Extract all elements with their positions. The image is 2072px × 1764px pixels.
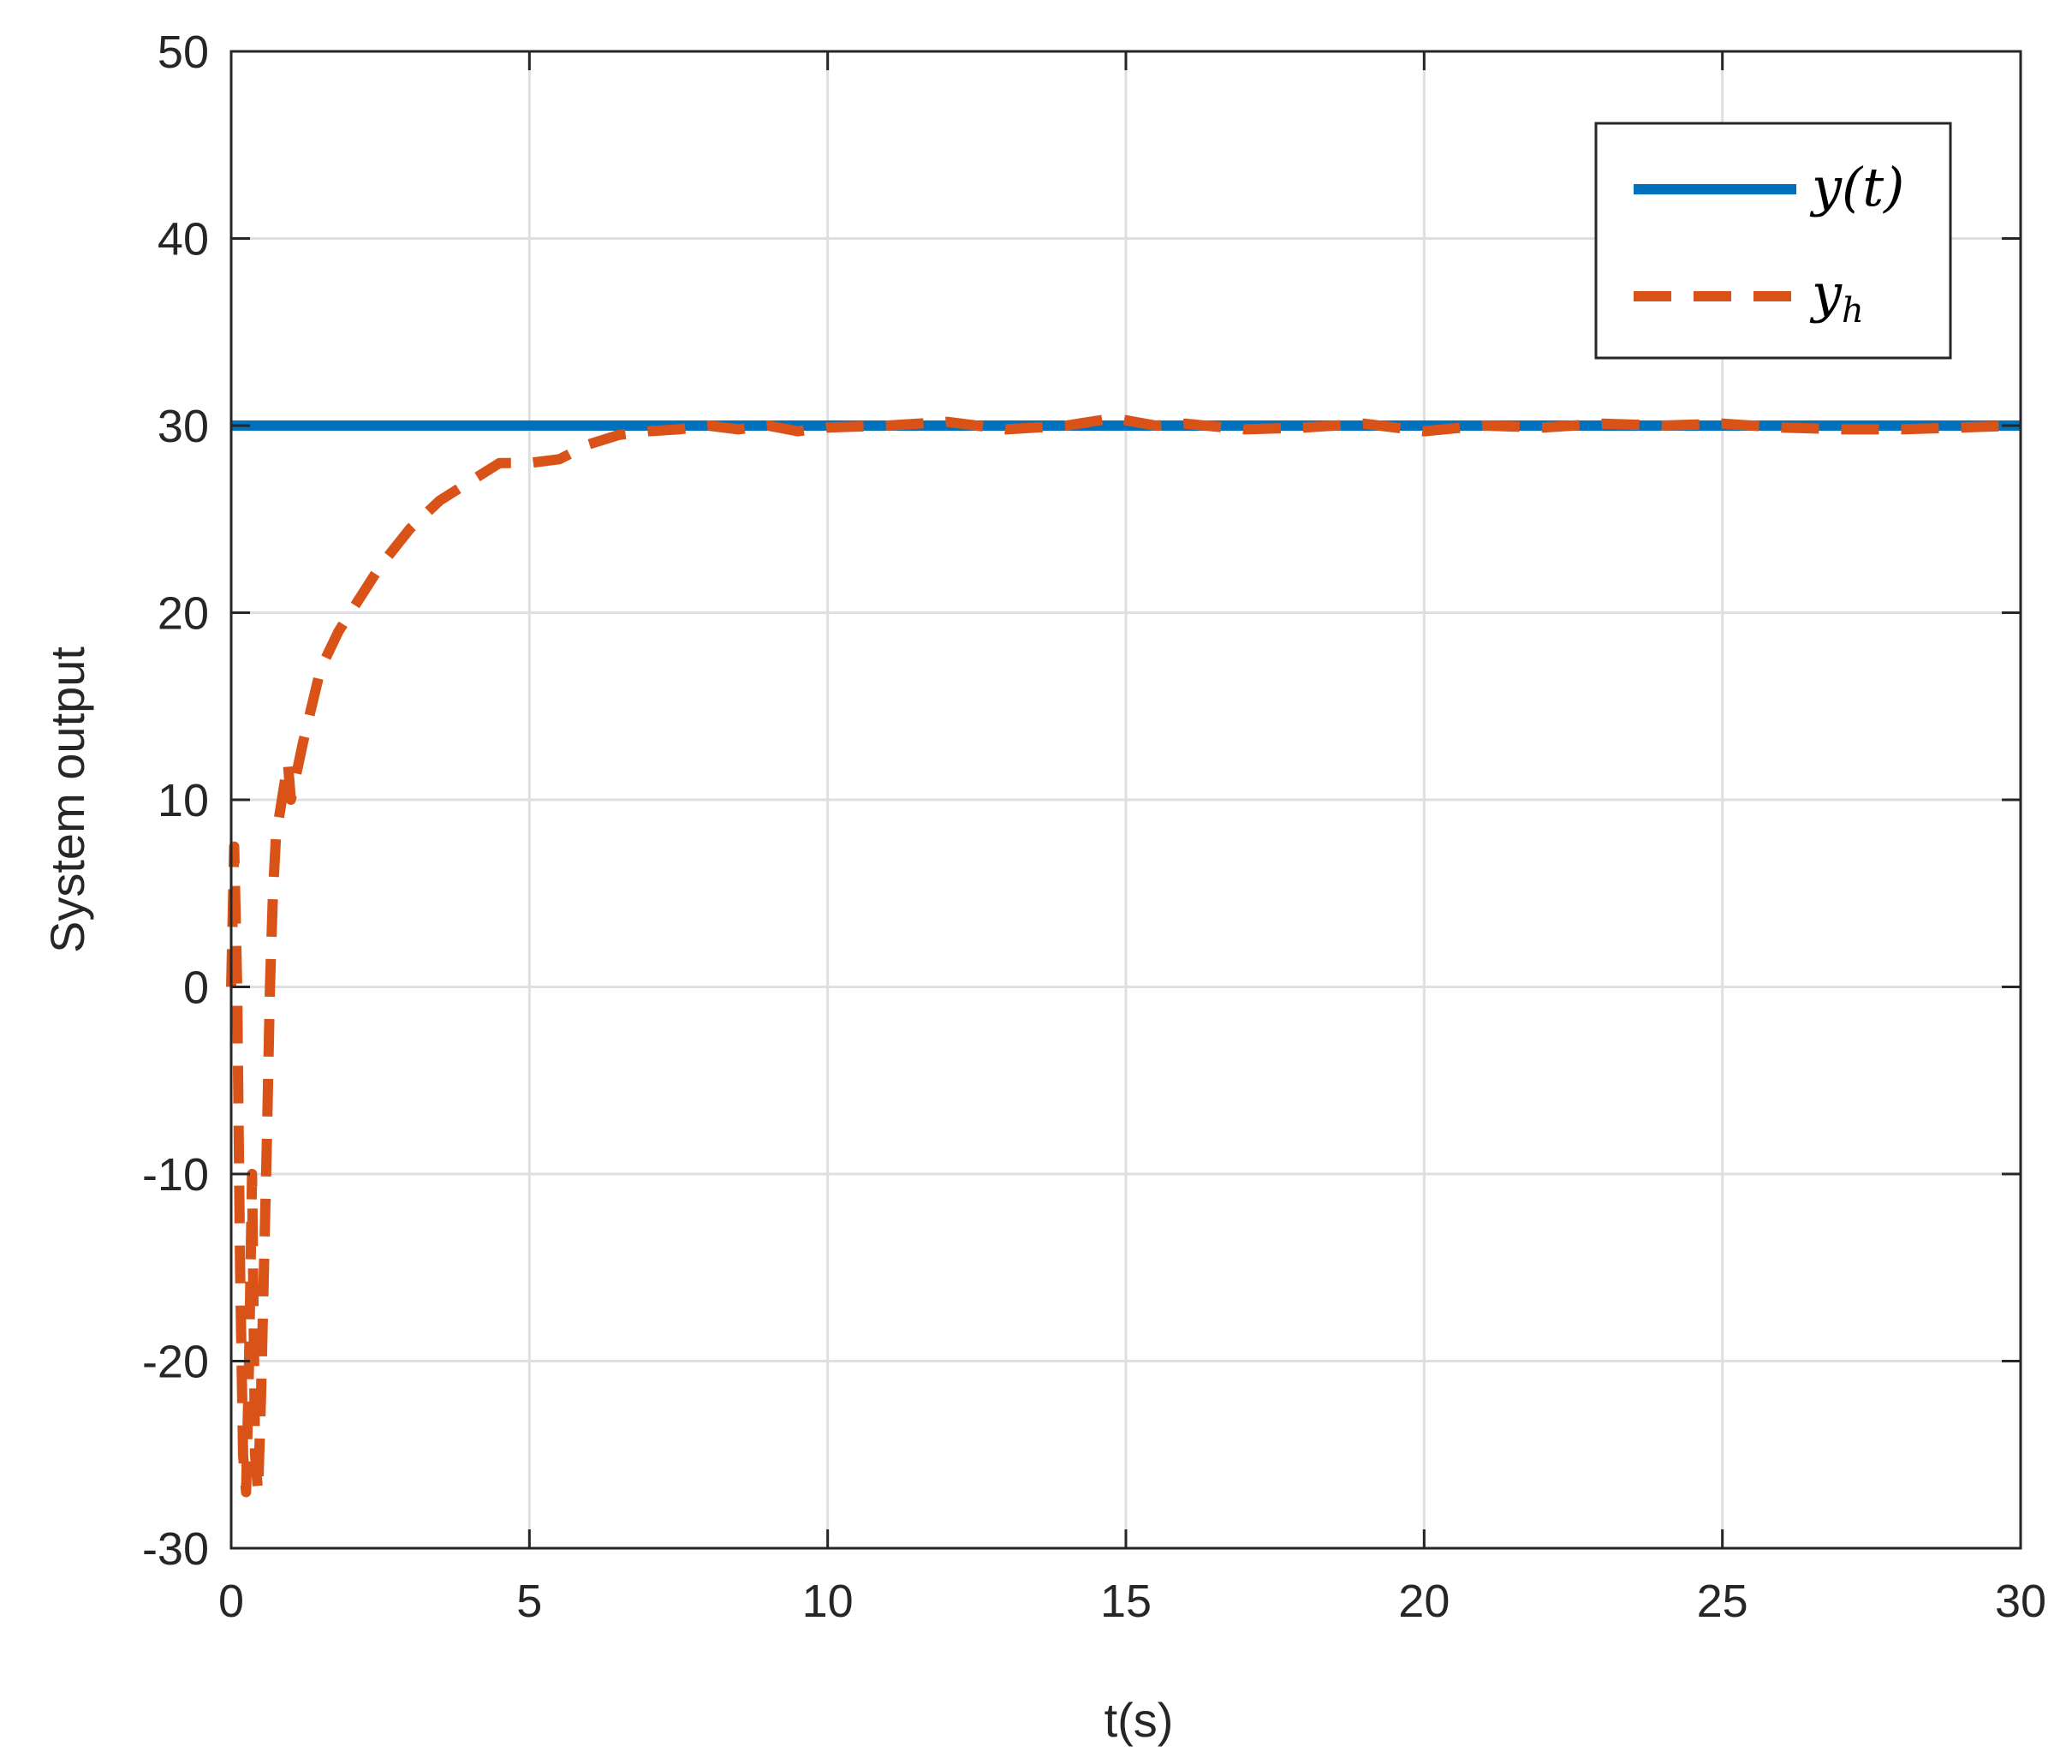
series-layer bbox=[226, 413, 2021, 1498]
y-tick-label-7: 40 bbox=[158, 214, 209, 265]
legend-box bbox=[1594, 122, 1952, 360]
y-tick-label-1: -20 bbox=[142, 1337, 209, 1388]
legend: y(t) yh bbox=[1594, 122, 1952, 360]
x-tick-label-5: 25 bbox=[1697, 1576, 1748, 1627]
x-tick-label-6: 30 bbox=[1995, 1576, 2046, 1627]
y-tick-label-2: -10 bbox=[142, 1149, 209, 1201]
x-tick-label-0: 0 bbox=[218, 1576, 244, 1627]
y-axis-label: System output bbox=[40, 647, 94, 953]
x-tick-label-4: 20 bbox=[1398, 1576, 1450, 1627]
series-line-1 bbox=[226, 413, 2021, 1498]
x-tick-label-3: 15 bbox=[1100, 1576, 1152, 1627]
legend-label-y-h-sub: h bbox=[1842, 291, 1864, 331]
x-tick-label-1: 5 bbox=[516, 1576, 542, 1627]
x-axis-label: t(s) bbox=[1104, 1693, 1174, 1747]
y-tick-label-5: 20 bbox=[158, 588, 209, 640]
y-tick-label-4: 10 bbox=[158, 775, 209, 826]
legend-label-y-h: yh bbox=[1809, 262, 1864, 331]
ticks-layer: 0 5 10 15 20 25 30 -30 -20 -10 0 10 20 30 40 50 bbox=[142, 27, 2046, 1627]
y-tick-label-0: -30 bbox=[142, 1523, 209, 1575]
y-tick-label-3: 0 bbox=[183, 962, 209, 1014]
legend-label-y-t: y(t) bbox=[1809, 156, 1904, 218]
x-tick-label-2: 10 bbox=[802, 1576, 854, 1627]
y-tick-label-6: 30 bbox=[158, 401, 209, 452]
y-tick-label-8: 50 bbox=[158, 27, 209, 78]
legend-label-y-h-main: y bbox=[1809, 262, 1843, 325]
